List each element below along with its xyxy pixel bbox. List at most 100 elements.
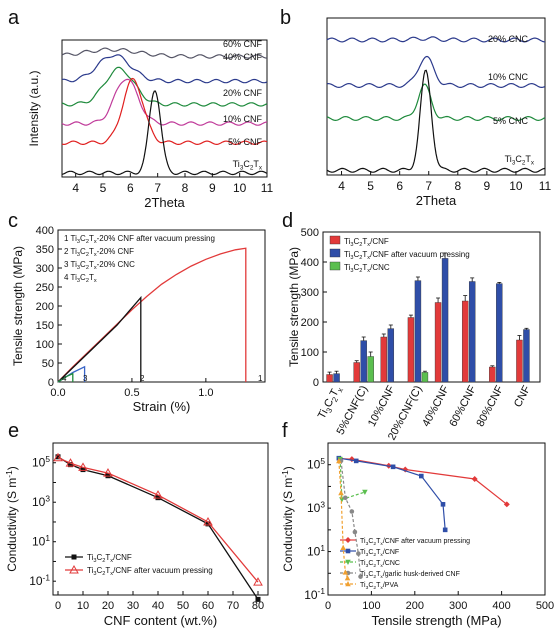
- data-point: [343, 495, 348, 501]
- x-axis-label: Tensile strength (MPa): [371, 613, 501, 628]
- panel-letter: a: [8, 7, 20, 29]
- x-tick-label: 400: [492, 600, 510, 612]
- stress-strain-curve: [57, 295, 142, 383]
- y-tick-label: 250: [36, 282, 54, 294]
- x-tick-label: 100: [362, 600, 380, 612]
- bar: [414, 280, 422, 383]
- xrd-curve: [61, 54, 268, 84]
- data-point: [153, 490, 163, 499]
- x-tick-label: 20: [102, 600, 114, 612]
- y-axis-label: Conductivity (S m-1​): [4, 466, 19, 572]
- x-tick-label: 4: [338, 179, 345, 193]
- legend-entry: Ti3C2Tx​/CNF after vacuum pressing: [360, 538, 470, 547]
- bar: [367, 356, 374, 383]
- series-line: [57, 457, 259, 583]
- x-tick-label: 0.5: [124, 387, 139, 399]
- y-tick-label: 105: [307, 456, 325, 472]
- bar: [516, 339, 523, 383]
- legend-swatch: [329, 261, 341, 271]
- curve-label: 20% CNF: [223, 88, 263, 98]
- data-point: [55, 454, 61, 460]
- curve-number-label: 2: [140, 374, 145, 383]
- legend-swatch: [329, 235, 341, 245]
- xrd-curve: [61, 66, 268, 107]
- legend-entry: Ti3C2Tx​/garlic husk-derived CNF: [360, 571, 460, 580]
- bar: [360, 340, 367, 383]
- data-point: [53, 452, 63, 462]
- y-tick-label: 101: [32, 533, 50, 549]
- data-point: [356, 551, 361, 556]
- legend-entry: 1 Ti3C2Tx​-20% CNF after vacuum pressing: [64, 234, 215, 245]
- x-tick-label: 11: [539, 179, 552, 193]
- bar: [461, 300, 469, 383]
- data-point: [503, 501, 510, 508]
- xrd-curve: [61, 78, 268, 126]
- x-tick-label: 4: [72, 181, 79, 195]
- series-line: [340, 460, 362, 577]
- category-label: Ti3C2Tx​: [316, 384, 345, 422]
- y-tick-label: 300: [36, 263, 54, 275]
- data-point: [442, 527, 448, 533]
- bar: [407, 317, 415, 383]
- x-tick-label: 10: [233, 181, 247, 195]
- bar: [387, 328, 395, 383]
- y-axis-label: Tensile strength (MPa): [287, 247, 301, 367]
- x-tick-label: 0: [55, 600, 61, 612]
- xrd-curve: [326, 55, 546, 89]
- x-tick-label: 11: [261, 181, 274, 195]
- curve-label: 10% CNF: [223, 114, 263, 124]
- data-point: [353, 458, 359, 464]
- curve-label: 5% CNF: [228, 137, 263, 147]
- y-tick-label: 100: [301, 347, 319, 359]
- series-line: [338, 457, 446, 530]
- data-point: [352, 529, 358, 535]
- curve-label: 20% CNC: [488, 34, 529, 44]
- data-point: [344, 575, 351, 581]
- x-tick-label: 40: [152, 600, 164, 612]
- x-tick-label: 5: [367, 179, 374, 193]
- bar: [441, 258, 449, 383]
- data-point: [340, 544, 346, 551]
- x-tick-label: 0: [325, 600, 331, 612]
- x-axis-label: CNF content (wt.%): [104, 613, 217, 628]
- data-point: [68, 462, 73, 468]
- data-point: [203, 516, 213, 526]
- x-tick-label: 9: [484, 179, 491, 193]
- bar: [353, 362, 360, 383]
- y-tick-label: 200: [36, 301, 54, 313]
- x-tick-label: 70: [227, 600, 239, 612]
- data-point: [255, 596, 261, 602]
- x-tick-label: 1.0: [198, 387, 213, 399]
- bar: [421, 372, 429, 383]
- panel-letter: f: [282, 420, 288, 442]
- xrd-plot-frame-b: [326, 17, 546, 176]
- x-tick-label: 6: [127, 181, 134, 195]
- xrd-curve: [326, 36, 546, 43]
- xrd-plot-frame-a: [61, 39, 268, 178]
- bar-plot-frame: [322, 231, 541, 383]
- data-point: [390, 464, 396, 470]
- legend-entry: Ti3C2Tx​/CNF: [360, 549, 399, 558]
- y-tick-label: 100: [36, 339, 54, 351]
- data-point: [440, 502, 446, 507]
- x-axis-label: Strain (%): [133, 399, 191, 414]
- curve-label: 60% CNF: [223, 39, 263, 49]
- y-tick-label: 400: [301, 257, 319, 269]
- bar: [380, 336, 388, 383]
- bar: [333, 373, 340, 383]
- y-tick-label: 50: [42, 358, 54, 370]
- y-tick-label: 200: [301, 317, 319, 329]
- series-line: [57, 456, 259, 600]
- legend-entry: Ti3C2Tx​/CNF after vacuum pressing: [87, 566, 213, 577]
- x-tick-label: 6: [396, 179, 403, 193]
- y-axis-label: Intensity (a.u.): [27, 70, 41, 146]
- xrd-curve: [326, 69, 546, 173]
- legend-entry: Ti3C2Tx​/CNF: [344, 237, 389, 248]
- x-tick-label: 50: [177, 600, 189, 612]
- data-point: [471, 476, 478, 482]
- legend-entry: Ti3C2Tx​/CNF after vacuum pressing: [344, 250, 470, 261]
- x-tick-label: 200: [406, 600, 424, 612]
- bar: [523, 329, 530, 383]
- x-tick-label: 7: [425, 179, 432, 193]
